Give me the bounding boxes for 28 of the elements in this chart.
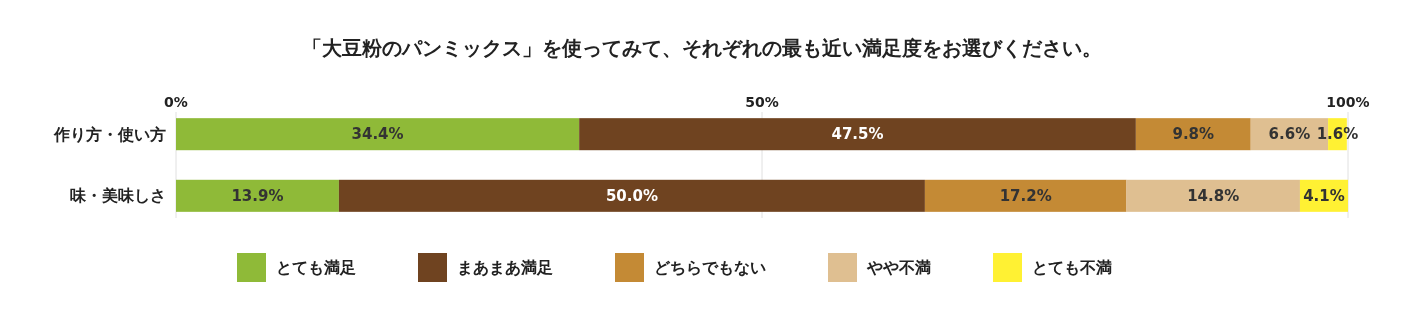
data-label: 1.6% (1316, 125, 1359, 144)
legend-label: どちらでもない (654, 258, 766, 278)
data-label: 6.6% (1268, 125, 1311, 144)
data-label: 17.2% (999, 187, 1052, 206)
bar (1126, 179, 1300, 212)
y-tick-label: 味・美味しさ (70, 186, 166, 206)
chart-title: 「大豆粉のパンミックス」を使ってみて、それぞれの最も近い満足度をお選びください。 (302, 36, 1102, 60)
x-tick-label: 50% (745, 93, 779, 110)
legend-label: やや不満 (866, 258, 931, 278)
data-label: 34.4% (351, 125, 404, 144)
data-label: 13.9% (231, 187, 284, 206)
y-tick-label: 作り方・使い方 (53, 124, 166, 144)
data-label: 4.1% (1303, 187, 1345, 206)
legend-label: まあまあ満足 (457, 258, 553, 278)
data-label: 14.8% (1187, 187, 1240, 206)
x-tick-label: 100% (1326, 93, 1370, 110)
bar (176, 118, 580, 151)
data-label: 9.8% (1172, 125, 1215, 144)
legend-label: とても不満 (1032, 258, 1112, 278)
legend-label: とても満足 (276, 258, 356, 278)
bar (176, 179, 339, 212)
x-tick-label: 0% (164, 93, 188, 110)
bar (924, 179, 1127, 212)
bar (579, 118, 1136, 151)
bar (1135, 118, 1251, 151)
data-label: 50.0% (605, 187, 658, 206)
bar (338, 179, 925, 212)
data-label: 47.5% (831, 125, 884, 144)
